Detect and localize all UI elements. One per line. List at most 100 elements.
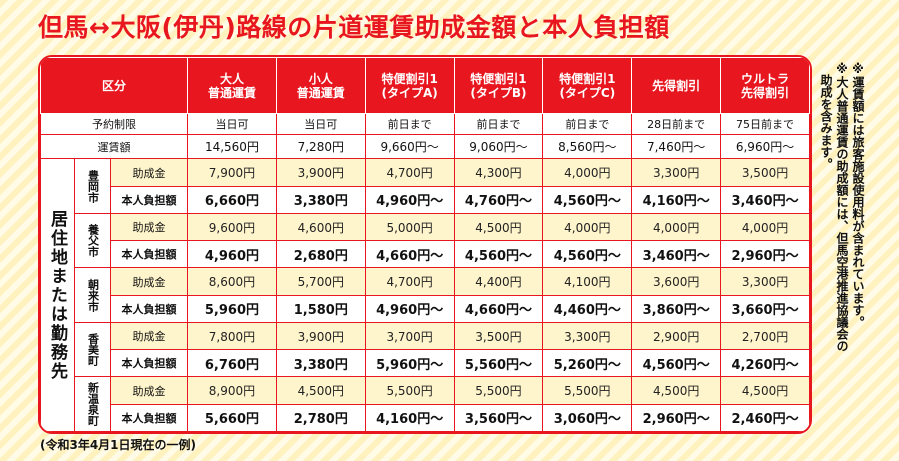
grant-cell: 3,500円 <box>720 158 810 187</box>
burden-cell: 4,160円〜 <box>631 185 722 214</box>
column-header-line1: 特便割引1 <box>559 71 616 86</box>
burden-cell: 4,960円〜 <box>364 185 455 214</box>
burden-cell: 6,760円 <box>187 349 277 378</box>
grant-cell: 5,500円 <box>364 376 455 405</box>
grant-label: 助成金 <box>109 212 189 242</box>
burden-cell: 3,660円〜 <box>720 294 810 323</box>
grant-cell: 4,500円 <box>275 376 366 405</box>
table-cell: 8,560円〜 <box>542 134 633 160</box>
table-cell: 当日可 <box>275 112 366 136</box>
fare-table: 区分 大人 普通運賃 小人 普通運賃 特便割引1 (タイプA) 特便割引1 (タイプB)… <box>38 55 812 434</box>
city-name: 朝来市 <box>74 267 111 323</box>
grant-row: 新温泉町 助成金 8,900円 4,500円 5,500円 5,500円 5,500円 4,5… <box>41 376 810 432</box>
burden-cell: 4,560円〜 <box>631 349 722 378</box>
table-cell: 9,060円〜 <box>453 134 544 160</box>
grant-cell: 4,000円 <box>542 212 633 242</box>
burden-label: 本人負担額 <box>109 240 189 269</box>
column-header-line1: 特便割引1 <box>381 71 438 86</box>
notes: ※運賃額には旅客施設使用料が含まれています。 ※大人普通運賃の助成額には、但馬空… <box>819 62 865 352</box>
column-header-line1: 先得割引 <box>652 78 701 93</box>
row-label: 予約制限 <box>40 112 189 136</box>
grant-cell: 4,700円 <box>364 158 455 187</box>
column-header: 特便割引1 (タイプA) <box>364 57 455 114</box>
burden-cell: 5,960円〜 <box>364 349 455 378</box>
column-header-line1: 大人 <box>219 71 244 86</box>
burden-cell: 1,580円 <box>275 294 366 323</box>
burden-cell: 4,560円〜 <box>453 240 544 269</box>
grant-cell: 3,300円 <box>631 158 722 187</box>
grant-label: 助成金 <box>109 267 189 296</box>
grant-cell: 9,600円 <box>187 212 277 242</box>
residence-label: 居住地または勤務先 <box>40 158 75 432</box>
table-cell: 75日前まで <box>720 112 810 136</box>
burden-label: 本人負担額 <box>109 294 189 323</box>
reservation-row: 予約制限 当日可 当日可 前日まで 前日まで 前日まで 28日前まで 75日前ま… <box>40 112 810 136</box>
column-header: 大人 普通運賃 <box>187 57 277 114</box>
burden-cell: 2,680円 <box>275 240 366 269</box>
burden-label: 本人負担額 <box>109 349 189 378</box>
grant-cell: 5,000円 <box>364 212 455 242</box>
grant-cell: 4,000円 <box>631 212 722 242</box>
column-header-line2: 普通運賃 <box>296 85 345 100</box>
column-header-line2: (タイプA) <box>381 85 438 100</box>
column-header-line1: 特便割引1 <box>470 71 527 86</box>
burden-row: 本人負担額 4,960円 2,680円 4,660円〜 4,560円〜 4,560円〜 3,… <box>41 240 810 269</box>
footnote: (令和3年4月1日現在の一例) <box>40 438 197 452</box>
table-cell: 14,560円 <box>187 134 277 160</box>
grant-cell: 3,500円 <box>453 321 544 351</box>
grant-cell: 4,700円 <box>364 267 455 296</box>
burden-label: 本人負担額 <box>109 185 189 214</box>
grant-cell: 5,500円 <box>542 376 633 405</box>
burden-cell: 4,660円〜 <box>453 294 544 323</box>
grant-cell: 2,700円 <box>720 321 810 351</box>
column-header: 特便割引1 (タイプC) <box>542 57 633 114</box>
column-header-line2: 普通運賃 <box>207 85 256 100</box>
grant-cell: 7,800円 <box>187 321 277 351</box>
burden-cell: 3,560円〜 <box>453 403 544 432</box>
column-header-line1: ウルトラ <box>741 71 790 86</box>
burden-cell: 3,460円〜 <box>720 185 810 214</box>
burden-cell: 2,960円〜 <box>720 240 810 269</box>
grant-cell: 5,500円 <box>453 376 544 405</box>
burden-cell: 3,060円〜 <box>542 403 633 432</box>
burden-row: 本人負担額 6,660円 3,380円 4,960円〜 4,760円〜 4,560円〜 4,… <box>41 185 810 214</box>
grant-cell: 3,900円 <box>275 321 366 351</box>
table-cell: 9,660円〜 <box>364 134 455 160</box>
grant-cell: 4,100円 <box>542 267 633 296</box>
grant-cell: 8,900円 <box>187 376 277 405</box>
grant-cell: 3,900円 <box>275 158 366 187</box>
corner-header: 区分 <box>40 57 189 114</box>
table-cell: 当日可 <box>187 112 277 136</box>
table-header-row: 区分 大人 普通運賃 小人 普通運賃 特便割引1 (タイプA) 特便割引1 (タイプB)… <box>40 57 810 114</box>
burden-cell: 5,260円〜 <box>542 349 633 378</box>
grant-cell: 3,600円 <box>631 267 722 296</box>
grant-cell: 2,900円 <box>631 321 722 351</box>
grant-cell: 3,300円 <box>720 267 810 296</box>
table-cell: 7,460円〜 <box>631 134 722 160</box>
burden-cell: 2,960円〜 <box>631 403 722 432</box>
grant-row: 養父市 助成金 9,600円 4,600円 5,000円 4,500円 4,000円 4,00… <box>41 212 810 269</box>
table-cell: 28日前まで <box>631 112 722 136</box>
column-header-line1: 小人 <box>308 71 333 86</box>
grant-cell: 4,300円 <box>453 158 544 187</box>
burden-cell: 5,560円〜 <box>453 349 544 378</box>
city-name: 豊岡市 <box>74 158 111 214</box>
grant-cell: 4,500円 <box>453 212 544 242</box>
burden-cell: 4,560円〜 <box>542 240 633 269</box>
burden-cell: 3,380円 <box>275 185 366 214</box>
page-title: 但馬↔大阪(伊丹)路線の片道運賃助成金額と本人負担額 <box>38 13 670 42</box>
burden-cell: 2,780円 <box>275 403 366 432</box>
burden-cell: 4,160円〜 <box>364 403 455 432</box>
burden-cell: 4,760円〜 <box>453 185 544 214</box>
grant-cell: 4,000円 <box>720 212 810 242</box>
city-name: 新温泉町 <box>74 376 111 432</box>
burden-cell: 5,960円 <box>187 294 277 323</box>
grant-cell: 3,300円 <box>542 321 633 351</box>
table-cell: 6,960円〜 <box>720 134 810 160</box>
grant-cell: 4,500円 <box>631 376 722 405</box>
burden-row: 本人負担額 6,760円 3,380円 5,960円〜 5,560円〜 5,260円〜 4,… <box>41 349 810 378</box>
grant-row: 朝来市 助成金 8,600円 5,700円 4,700円 4,400円 4,100円 3,60… <box>41 267 810 323</box>
burden-cell: 4,960円〜 <box>364 294 455 323</box>
burden-cell: 6,660円 <box>187 185 277 214</box>
fare-row: 運賃額 14,560円 7,280円 9,660円〜 9,060円〜 8,560… <box>40 134 810 160</box>
